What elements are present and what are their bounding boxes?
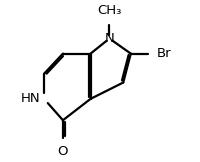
Text: O: O [58,145,68,158]
Text: CH₃: CH₃ [97,4,122,17]
Text: HN: HN [21,92,40,105]
Text: Br: Br [157,47,172,60]
Text: N: N [105,32,114,45]
